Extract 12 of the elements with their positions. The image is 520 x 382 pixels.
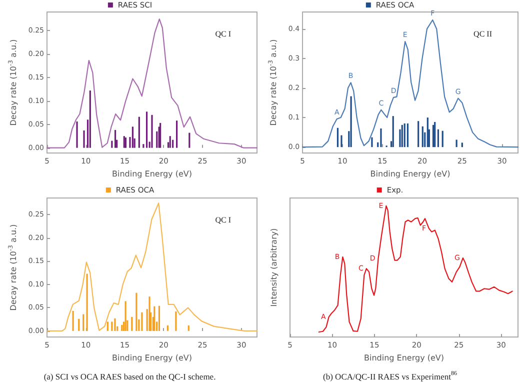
x-axis-title: Binding Energy (eV) xyxy=(364,353,444,362)
text: (a) SCI vs OCA RAES based on the QC-I scheme. xyxy=(44,372,216,382)
annotation: QC I xyxy=(215,30,232,38)
x-axis-title: Binding Energy (eV) xyxy=(112,169,192,178)
annotation: QC I xyxy=(215,216,232,224)
line-series xyxy=(46,18,258,148)
x-axis-title: Binding Energy (eV) xyxy=(370,169,450,178)
line-series xyxy=(46,202,258,332)
y-axis-title: Intensity (arbitrary) xyxy=(270,228,278,307)
x-axis-title: Binding Energy (eV) xyxy=(112,353,192,362)
annotation: QC II xyxy=(474,30,492,38)
line-series xyxy=(302,19,519,148)
